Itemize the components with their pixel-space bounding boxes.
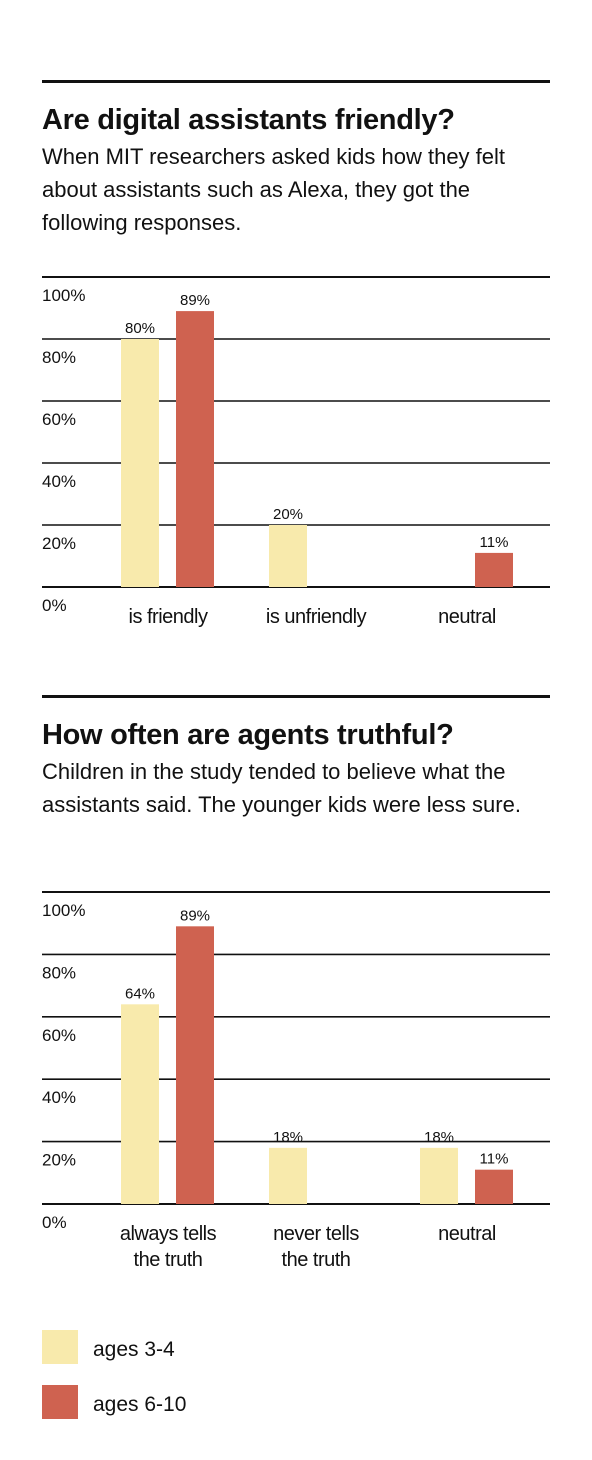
bar bbox=[176, 311, 214, 587]
category-label: the truth bbox=[134, 1249, 203, 1271]
legend-label: ages 3-4 bbox=[93, 1338, 175, 1361]
y-tick-label: 0% bbox=[42, 1213, 67, 1232]
data-label: 11% bbox=[480, 1151, 509, 1168]
data-label: 18% bbox=[424, 1129, 454, 1146]
y-tick-label: 80% bbox=[42, 348, 76, 367]
bar-chart-truthful: 0% 20% 40% 60% 80% 100% 64% 18% 18% 89% 11% always … bbox=[42, 891, 550, 1271]
section-divider bbox=[42, 695, 550, 698]
y-tick-label: 100% bbox=[42, 901, 85, 920]
data-label: 89% bbox=[180, 292, 210, 309]
bar-chart-friendly: 0% 20% 40% 60% 80% 100% 80% 20% 89% 11% is friendl… bbox=[42, 276, 550, 628]
y-tick-label: 0% bbox=[42, 596, 67, 615]
legend-label: ages 6-10 bbox=[93, 1393, 187, 1416]
data-label: 64% bbox=[125, 985, 155, 1002]
data-label: 11% bbox=[480, 534, 509, 551]
bar bbox=[269, 525, 307, 587]
data-label: 80% bbox=[125, 320, 155, 337]
bar bbox=[475, 552, 513, 587]
section-divider bbox=[42, 80, 550, 83]
data-label: 20% bbox=[273, 506, 303, 523]
bar bbox=[121, 1004, 159, 1204]
y-tick-label: 20% bbox=[42, 534, 76, 553]
category-label: the truth bbox=[282, 1249, 351, 1271]
category-label: neutral bbox=[438, 1223, 496, 1245]
y-tick-label: 80% bbox=[42, 963, 76, 982]
chart-title: How often are agents truthful? bbox=[42, 719, 454, 751]
legend-swatch bbox=[42, 1330, 78, 1364]
bar bbox=[121, 339, 159, 587]
y-tick-label: 60% bbox=[42, 410, 76, 429]
category-label: always tells bbox=[120, 1223, 217, 1245]
category-label: is friendly bbox=[129, 606, 208, 628]
y-tick-label: 40% bbox=[42, 1088, 76, 1107]
bar bbox=[269, 1147, 307, 1204]
y-tick-label: 100% bbox=[42, 286, 85, 305]
category-label: is unfriendly bbox=[266, 606, 367, 628]
category-label: neutral bbox=[438, 606, 496, 628]
data-label: 18% bbox=[273, 1129, 303, 1146]
chart-subtitle: Children in the study tended to believe … bbox=[42, 759, 521, 817]
y-tick-label: 40% bbox=[42, 472, 76, 491]
data-label: 89% bbox=[180, 907, 210, 924]
y-tick-label: 60% bbox=[42, 1026, 76, 1045]
legend-swatch bbox=[42, 1385, 78, 1419]
chart-subtitle: When MIT researchers asked kids how they… bbox=[42, 144, 506, 235]
chart-title: Are digital assistants friendly? bbox=[42, 104, 455, 136]
bar bbox=[475, 1169, 513, 1204]
category-label: never tells bbox=[273, 1223, 359, 1245]
bar bbox=[176, 926, 214, 1204]
bar bbox=[420, 1147, 458, 1204]
y-tick-label: 20% bbox=[42, 1151, 76, 1170]
